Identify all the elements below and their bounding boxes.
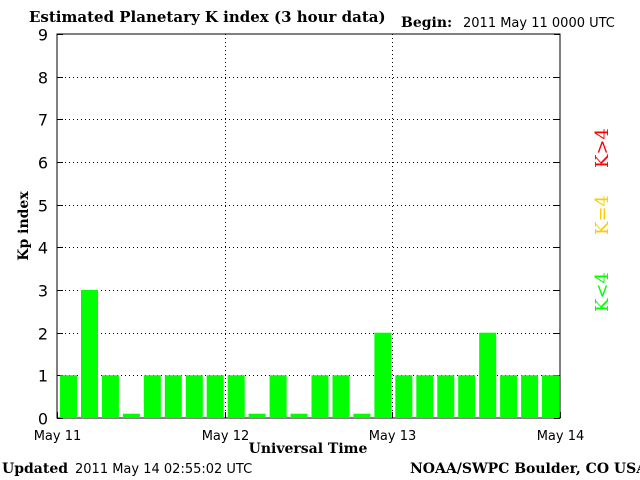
kp-bar <box>122 413 140 418</box>
kp-bar <box>290 413 308 418</box>
y-tick-label: 1 <box>38 367 48 386</box>
y-tick-label: 3 <box>38 282 48 301</box>
kp-bar <box>437 375 455 418</box>
kp-bar <box>395 375 413 418</box>
y-tick-label: 5 <box>38 197 48 216</box>
kp-bar <box>479 332 497 418</box>
kp-bar <box>143 375 161 418</box>
y-tick-label: 9 <box>38 26 48 45</box>
y-tick-label: 2 <box>38 325 48 344</box>
chart-title: Estimated Planetary K index (3 hour data… <box>29 8 386 26</box>
kp-bar <box>311 375 329 418</box>
x-tick-label: May 13 <box>369 429 417 444</box>
kp-bar <box>374 332 392 418</box>
y-tick-label: 7 <box>38 111 48 130</box>
y-tick-label: 8 <box>38 69 48 88</box>
x-tick-label: May 14 <box>537 429 585 444</box>
kp-bar <box>521 375 539 418</box>
kp-bar <box>248 413 266 418</box>
kp-bar <box>60 375 77 418</box>
y-axis-title: Kp index <box>16 191 32 261</box>
kp-bar <box>269 375 287 418</box>
begin-label: Begin: <box>401 15 453 31</box>
kp-bar <box>458 375 476 418</box>
kp-bar <box>164 375 182 418</box>
kp-bar <box>227 375 245 418</box>
x-tick-label: May 11 <box>34 429 82 444</box>
kp-bar <box>353 413 371 418</box>
kp-bar <box>81 290 98 418</box>
updated-value: 2011 May 14 02:55:02 UTC <box>75 462 253 477</box>
legend-entry: K=4 <box>592 195 613 235</box>
kp-bar <box>185 375 203 418</box>
updated-label: Updated <box>2 461 69 477</box>
legend-entry: K<4 <box>592 272 613 312</box>
y-tick-label: 0 <box>38 410 48 429</box>
legend-entry: K>4 <box>592 128 613 168</box>
plot-frame <box>56 33 561 419</box>
y-tick-label: 6 <box>38 154 48 173</box>
kp-bar <box>542 375 559 418</box>
credit-text: NOAA/SWPC Boulder, CO USA <box>410 461 640 477</box>
kp-bar <box>332 375 350 418</box>
begin-value: 2011 May 11 0000 UTC <box>463 16 615 31</box>
kp-bar <box>101 375 119 418</box>
y-tick-label: 4 <box>38 239 48 258</box>
kp-bar <box>416 375 434 418</box>
kp-bar <box>500 375 518 418</box>
x-tick-label: May 12 <box>202 429 250 444</box>
kp-bar <box>206 375 224 418</box>
x-axis-title: Universal Time <box>249 441 368 457</box>
